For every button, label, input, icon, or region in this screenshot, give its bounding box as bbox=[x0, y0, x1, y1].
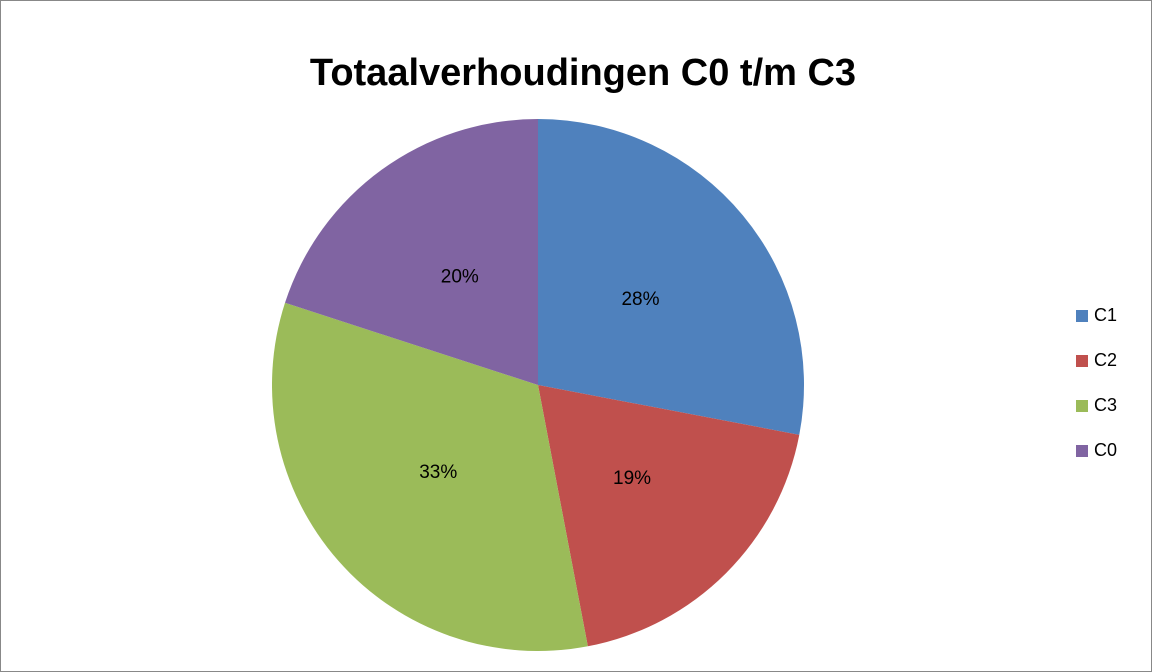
pie-slice bbox=[271, 302, 588, 651]
legend-label: C3 bbox=[1094, 395, 1117, 415]
pie-slice bbox=[538, 119, 804, 435]
legend-label: C2 bbox=[1094, 350, 1117, 370]
data-label: 20% bbox=[441, 266, 479, 287]
pie-slice bbox=[538, 385, 800, 647]
legend-swatch bbox=[1076, 445, 1088, 457]
data-label: 28% bbox=[621, 289, 659, 310]
pie-slice bbox=[285, 119, 538, 385]
legend-label: C1 bbox=[1094, 305, 1117, 325]
legend-label: C0 bbox=[1094, 440, 1117, 460]
data-label: 19% bbox=[613, 468, 651, 489]
legend-swatch bbox=[1076, 400, 1088, 412]
chart-title: Totaalverhoudingen C0 t/m C3 bbox=[310, 52, 856, 94]
legend-swatch bbox=[1076, 310, 1088, 322]
legend-swatch bbox=[1076, 355, 1088, 367]
data-label: 33% bbox=[419, 462, 457, 483]
